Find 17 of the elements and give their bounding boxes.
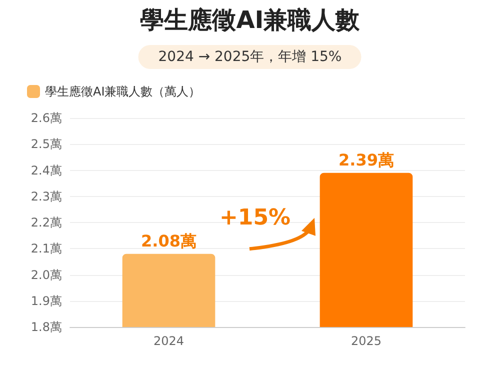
- y-tick-label: 1.8萬: [30, 320, 62, 334]
- y-tick-label: 2.4萬: [30, 163, 62, 178]
- data-label: 2.08萬: [141, 231, 196, 250]
- chart-subtitle: 2024 → 2025年，年增 15%: [138, 45, 362, 69]
- y-tick-label: 2.1萬: [30, 242, 62, 256]
- y-tick-label: 2.2萬: [30, 216, 62, 230]
- y-tick-label: 2.5萬: [30, 137, 62, 152]
- y-tick-label: 2.6萬: [30, 111, 62, 125]
- annotation: +15%: [220, 205, 291, 230]
- x-tick-label: 2024: [153, 334, 184, 348]
- x-tick-label: 2025: [350, 334, 382, 348]
- legend-label: 學生應徵AI兼職人數（萬人）: [45, 84, 201, 98]
- y-tick-label: 2.0萬: [30, 268, 62, 282]
- y-tick-label: 1.9萬: [30, 294, 62, 308]
- data-label: 2.39萬: [338, 150, 394, 170]
- chart-title: 學生應徵AI兼職人數: [139, 5, 361, 36]
- y-tick-label: 2.3萬: [30, 189, 62, 204]
